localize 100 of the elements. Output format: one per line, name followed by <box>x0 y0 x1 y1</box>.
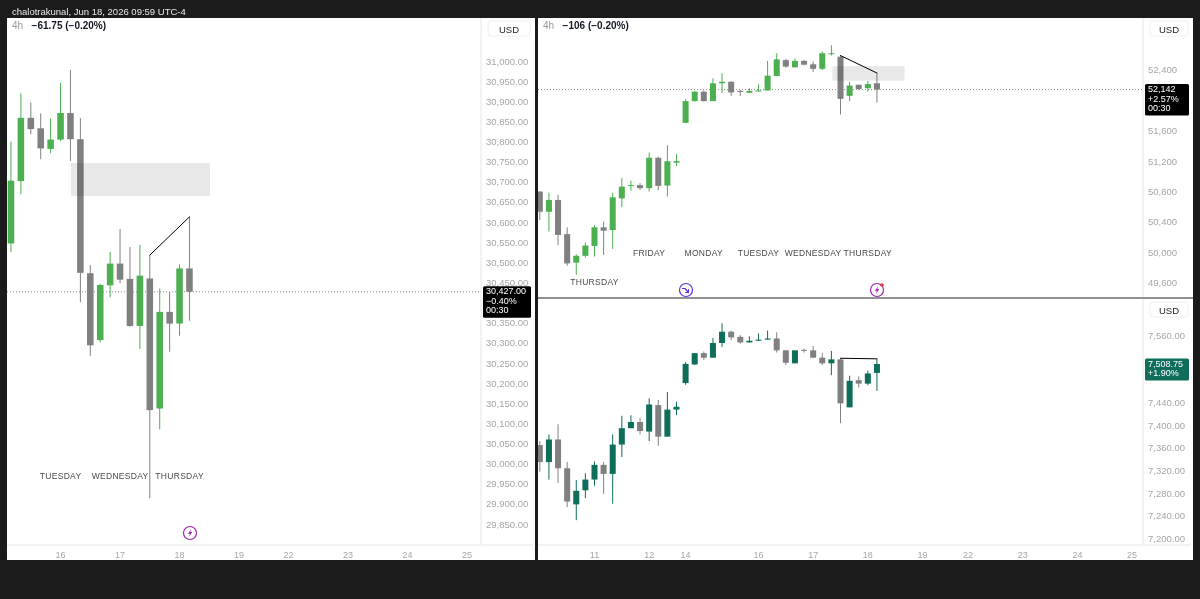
x-tick-label: 11 <box>589 550 600 560</box>
candlestick <box>545 433 552 481</box>
annotation: MONDAY <box>684 248 724 258</box>
y-tick-label: 49,600 <box>1148 277 1178 289</box>
candlestick <box>116 228 124 284</box>
y-tick-label: 7,200.00 <box>1148 532 1185 544</box>
candlestick <box>600 221 607 256</box>
annotation: THURSDAY <box>843 248 893 258</box>
y-tick-label: 30,350.00 <box>486 317 529 329</box>
y-tick-label: 30,800.00 <box>486 136 529 148</box>
y-tick-label: 30,000.00 <box>486 458 529 470</box>
annotation: THURSDAY <box>570 277 619 287</box>
y-tick-label: 29,900.00 <box>486 498 529 510</box>
y-axis-title: USD <box>1158 304 1180 315</box>
candlestick <box>773 331 780 354</box>
candlestick <box>819 51 826 71</box>
y-tick-label: 30,900.00 <box>486 95 529 107</box>
candlestick <box>828 350 835 376</box>
y-tick-label: 30,850.00 <box>486 115 529 127</box>
candlestick <box>618 177 625 208</box>
candlestick <box>873 358 880 392</box>
y-tick-label: 30,750.00 <box>486 156 529 168</box>
y-tick-label: 50,800 <box>1148 186 1178 198</box>
y-tick-label: 31,000.00 <box>486 55 529 67</box>
x-tick-label: 23 <box>1017 550 1028 560</box>
candlestick <box>591 224 598 258</box>
candlestick <box>755 332 762 342</box>
y-tick-label: 50,000 <box>1148 246 1178 258</box>
annotation: FRIDAY <box>632 248 666 258</box>
y-tick-label: 7,360.00 <box>1148 442 1185 454</box>
annotation: THURSDAY <box>155 471 204 481</box>
y-tick-label: 7,440.00 <box>1148 397 1185 409</box>
candlestick <box>618 415 625 458</box>
x-tick-label: 16 <box>55 550 66 560</box>
annotation: WEDNESDAY <box>784 248 842 258</box>
text: 7,508.75 +1.90% <box>1148 358 1184 379</box>
x-tick-label: 19 <box>917 550 928 560</box>
chart-title: 4h <box>12 20 24 31</box>
candlestick <box>166 291 173 353</box>
y-tick-label: 30,300.00 <box>486 337 529 349</box>
y-tick-label: 30,500.00 <box>486 256 529 268</box>
candlestick <box>828 44 835 57</box>
candlestick <box>719 322 726 348</box>
x-tick-label: 24 <box>402 550 413 560</box>
candlestick <box>591 461 598 487</box>
y-tick-label: 7,400.00 <box>1148 419 1185 431</box>
annotation: TUESDAY <box>39 471 82 481</box>
candlestick <box>637 182 644 191</box>
candlestick <box>582 472 589 499</box>
chart-subtitle: −106 (−0.20%) <box>562 20 629 31</box>
x-tick-label: 17 <box>808 550 819 560</box>
y-tick-label: 7,560.00 <box>1148 329 1185 341</box>
y-tick-label: 30,950.00 <box>486 75 529 87</box>
y-axis-title: USD <box>498 23 520 34</box>
y-tick-label: 30,100.00 <box>486 417 529 429</box>
x-tick-label: 19 <box>234 550 245 560</box>
chart-subtitle: −61.75 (−0.20%) <box>31 20 107 31</box>
y-tick-label: 30,250.00 <box>486 357 529 369</box>
y-tick-label: 50,400 <box>1148 216 1178 228</box>
text: chalotrakunal, Jun 18, 2026 09:59 UTC-4 <box>12 5 186 17</box>
x-tick-label: 25 <box>462 550 473 560</box>
candlestick <box>573 253 580 276</box>
y-tick-label: 30,650.00 <box>486 196 529 208</box>
x-tick-label: 16 <box>753 550 764 560</box>
candlestick <box>846 81 853 102</box>
y-tick-label: 30,700.00 <box>486 176 529 188</box>
candlestick <box>627 414 634 429</box>
y-tick-label: 29,950.00 <box>486 478 529 490</box>
candlestick <box>801 348 808 354</box>
annotation: TUESDAY <box>737 248 780 258</box>
y-axis-title: USD <box>1158 23 1180 34</box>
candlestick <box>47 117 54 154</box>
candlestick <box>600 461 607 495</box>
x-tick-label: 23 <box>343 550 354 560</box>
candlestick <box>755 83 762 93</box>
candlestick <box>764 60 771 92</box>
ref-line-label: 52,142 +2.57% 00:30 <box>1148 84 1179 114</box>
y-tick-label: 30,600.00 <box>486 216 529 228</box>
candlestick <box>538 190 543 221</box>
y-tick-label: 30,550.00 <box>486 236 529 248</box>
x-tick-label: 18 <box>174 550 185 560</box>
candlestick <box>186 216 193 322</box>
x-tick-label: 22 <box>963 550 974 560</box>
annotation: WEDNESDAY <box>91 471 149 481</box>
y-tick-label: 7,280.00 <box>1148 487 1185 499</box>
x-tick-label: 22 <box>283 550 294 560</box>
y-tick-label: 30,050.00 <box>486 438 529 450</box>
candlestick <box>682 361 689 386</box>
x-tick-label: 25 <box>1127 550 1138 560</box>
candlestick <box>627 180 634 192</box>
x-tick-label: 24 <box>1072 550 1083 560</box>
y-tick-label: 30,200.00 <box>486 377 529 389</box>
y-tick-label: 7,240.00 <box>1148 510 1185 522</box>
y-tick-label: 51,600 <box>1148 125 1178 137</box>
candlestick <box>709 337 716 359</box>
candlestick <box>545 192 552 232</box>
x-tick-label: 12 <box>644 550 655 560</box>
x-tick-label: 17 <box>115 550 126 560</box>
candlestick <box>573 479 580 521</box>
y-tick-label: 52,400 <box>1148 64 1178 76</box>
